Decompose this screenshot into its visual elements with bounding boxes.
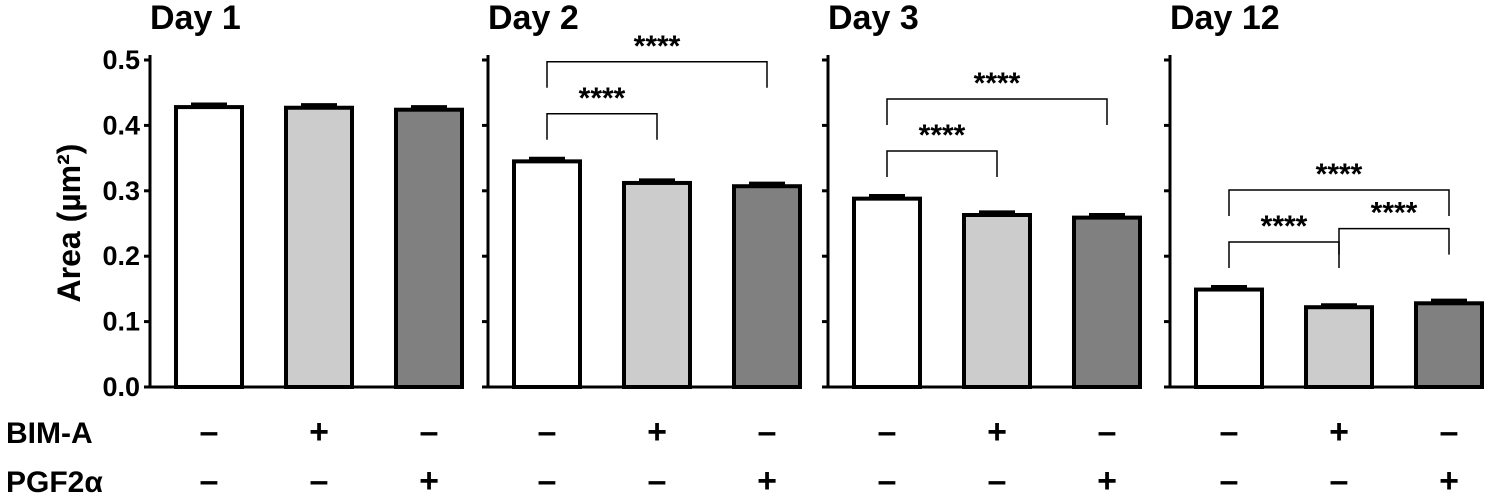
condition-sign: – <box>420 413 439 451</box>
condition-sign: + <box>647 413 667 451</box>
significance-bracket <box>886 150 998 178</box>
panel-title: Day 2 <box>488 0 579 37</box>
y-tick-label: 0.2 <box>102 241 140 271</box>
significance-bracket <box>886 98 1108 126</box>
bar <box>732 184 802 389</box>
y-tick-label: 0.3 <box>102 176 140 206</box>
significance-bracket <box>1338 227 1450 255</box>
condition-sign: – <box>878 413 897 451</box>
condition-sign: – <box>988 462 1007 498</box>
bar <box>1072 215 1142 389</box>
condition-sign: – <box>1098 413 1117 451</box>
condition-sign: + <box>1329 413 1349 451</box>
significance-label: **** <box>1316 158 1363 191</box>
y-tick-label: 0.1 <box>102 307 140 337</box>
condition-sign: + <box>757 462 777 498</box>
bar <box>284 105 354 389</box>
significance-label: **** <box>1261 210 1308 243</box>
panel-3: Day 3 – – + – – + ******** <box>822 0 1142 498</box>
condition-sign: + <box>987 413 1007 451</box>
significance-label: **** <box>634 30 681 63</box>
condition-sign: – <box>200 413 219 451</box>
row-label-bima: BIM-A <box>6 417 93 450</box>
y-tick-label: 0.0 <box>102 372 140 402</box>
bar <box>622 180 692 389</box>
condition-sign: + <box>1439 462 1459 498</box>
panel-1: Day 1 0.0 0.1 0.2 0.3 0.4 0.5 – – + – – + <box>102 0 464 498</box>
condition-sign: – <box>1220 413 1239 451</box>
condition-sign: + <box>309 413 329 451</box>
condition-sign: – <box>1220 462 1239 498</box>
condition-sign: – <box>310 462 329 498</box>
significance-bracket <box>546 61 768 88</box>
panel-title: Day 3 <box>828 0 919 37</box>
bar <box>1304 305 1374 390</box>
bar <box>1414 301 1484 389</box>
condition-sign: + <box>419 462 439 498</box>
significance-bracket <box>546 113 658 140</box>
bar <box>174 105 244 389</box>
condition-sign: – <box>758 413 777 451</box>
y-tick-label: 0.5 <box>102 45 140 75</box>
y-tick-label: 0.4 <box>102 110 140 140</box>
condition-sign: – <box>648 462 667 498</box>
bar <box>1194 287 1264 389</box>
condition-sign: + <box>1097 462 1117 498</box>
condition-sign: – <box>538 462 557 498</box>
y-axis-label: Area (µm²) <box>51 144 87 303</box>
condition-sign: – <box>200 462 219 498</box>
panel-title: Day 12 <box>1170 0 1280 37</box>
panel-title: Day 1 <box>150 0 241 37</box>
significance-bracket <box>1228 189 1450 216</box>
bar <box>512 159 582 389</box>
significance-label: **** <box>579 82 626 115</box>
condition-sign: – <box>538 413 557 451</box>
significance-label: **** <box>974 67 1021 100</box>
bar <box>394 107 464 389</box>
significance-label: **** <box>1371 197 1418 230</box>
significance-label: **** <box>919 119 966 152</box>
row-label-pgf2a: PGF2α <box>6 466 103 498</box>
significance-bracket <box>1228 241 1340 268</box>
panel-2: Day 2 – – + – – + ******** <box>482 0 802 498</box>
bar <box>962 212 1032 389</box>
panel-4: Day 12––+––+************ <box>1164 0 1484 498</box>
condition-sign: – <box>878 462 897 498</box>
condition-sign: – <box>1440 413 1459 451</box>
bar <box>852 196 922 389</box>
condition-sign: – <box>1330 462 1349 498</box>
chart-panels: Day 1 0.0 0.1 0.2 0.3 0.4 0.5 – – + – – + Day 2 – – + – – +… <box>102 0 1484 498</box>
